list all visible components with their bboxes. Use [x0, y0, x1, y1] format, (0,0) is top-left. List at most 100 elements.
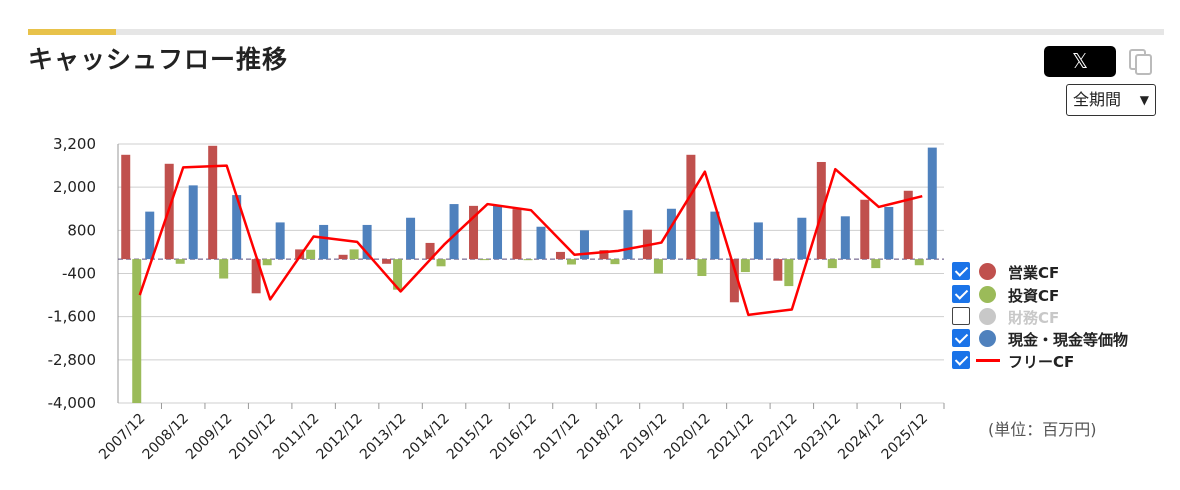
- y-tick-label: 2,000: [53, 178, 96, 196]
- x-tick-label: 2008/12: [140, 411, 192, 463]
- bar: [251, 259, 261, 294]
- y-tick-label: -2,800: [48, 351, 96, 369]
- bar: [295, 249, 305, 260]
- bar: [827, 259, 837, 269]
- bar: [275, 222, 285, 260]
- copy-icon[interactable]: [1128, 48, 1154, 76]
- bar: [425, 242, 435, 260]
- legend-checkbox[interactable]: [952, 285, 970, 303]
- y-tick-label: 800: [67, 221, 96, 239]
- legend-checkbox[interactable]: [952, 307, 970, 325]
- period-select-value: 全期間: [1073, 90, 1122, 109]
- x-tick-label: 2009/12: [183, 411, 235, 463]
- bar: [536, 226, 546, 260]
- x-tick-label: 2012/12: [313, 411, 365, 463]
- bar: [884, 206, 894, 260]
- bar: [840, 216, 850, 260]
- y-tick-label: -1,600: [48, 308, 96, 326]
- bar: [232, 195, 242, 260]
- y-tick-label: -400: [62, 265, 96, 283]
- bar: [121, 154, 131, 260]
- bar: [797, 217, 807, 260]
- free-cf-line: [138, 164, 923, 317]
- bar: [753, 222, 763, 260]
- bar: [319, 224, 329, 260]
- bar: [740, 259, 750, 273]
- bar: [666, 208, 676, 260]
- legend-dot-swatch: [979, 263, 996, 280]
- x-tick-label: 2018/12: [574, 411, 626, 463]
- title-accent-bar: [28, 29, 1164, 35]
- x-tick-label: 2010/12: [227, 411, 279, 463]
- bar: [338, 254, 348, 260]
- legend-label: フリーCF: [1008, 353, 1075, 371]
- period-select[interactable]: 全期間 ▼: [1066, 84, 1156, 116]
- bar: [349, 249, 359, 260]
- chevron-down-icon: ▼: [1139, 93, 1149, 107]
- bar: [306, 249, 316, 260]
- bar: [262, 259, 272, 266]
- bar: [219, 259, 229, 279]
- bar: [512, 209, 522, 260]
- bar: [927, 147, 937, 260]
- legend-checkbox[interactable]: [952, 351, 970, 369]
- bar: [653, 259, 663, 274]
- legend-dot-swatch: [979, 330, 996, 347]
- bar: [480, 259, 490, 261]
- legend-checkbox[interactable]: [952, 329, 970, 347]
- bar: [686, 154, 696, 260]
- bar: [208, 145, 218, 260]
- unit-note: (単位：百万円): [988, 420, 1097, 439]
- bar: [362, 224, 372, 260]
- legend-checkbox[interactable]: [952, 262, 970, 280]
- x-tick-label: 2011/12: [270, 411, 322, 463]
- bar: [555, 251, 565, 260]
- x-tick-label: 2024/12: [835, 411, 887, 463]
- legend-line-swatch: [976, 359, 1000, 362]
- bar: [406, 217, 416, 260]
- y-tick-label: 3,200: [53, 135, 96, 153]
- bar: [860, 199, 870, 260]
- bar: [697, 259, 707, 277]
- legend-label: 現金・現金等価物: [1008, 331, 1129, 349]
- bar: [623, 210, 633, 260]
- bar: [784, 259, 794, 287]
- page-title: キャッシュフロー推移: [28, 45, 289, 74]
- bar: [579, 230, 589, 260]
- x-tick-label: 2022/12: [748, 411, 800, 463]
- bar: [871, 259, 881, 269]
- legend-label: 営業CF: [1008, 264, 1060, 282]
- x-tick-label: 2016/12: [487, 411, 539, 463]
- x-tick-label: 2021/12: [705, 411, 757, 463]
- x-tick-label: 2023/12: [792, 411, 844, 463]
- bar: [493, 205, 503, 260]
- legend-label: 財務CF: [1008, 309, 1060, 327]
- bar: [566, 259, 576, 265]
- bar: [523, 259, 533, 261]
- legend-label: 投資CF: [1008, 287, 1060, 305]
- bar: [175, 259, 185, 264]
- x-tick-label: 2020/12: [661, 411, 713, 463]
- bar: [393, 259, 403, 290]
- bar: [132, 259, 142, 403]
- x-tick-label: 2025/12: [879, 411, 931, 463]
- y-tick-label: -4,000: [48, 394, 96, 412]
- bar: [469, 205, 479, 260]
- bar: [145, 211, 155, 260]
- bar: [914, 259, 924, 266]
- bar: [903, 190, 913, 260]
- title-accent-highlight: [28, 29, 116, 35]
- x-tick-label: 2013/12: [357, 411, 409, 463]
- legend-dot-swatch: [979, 286, 996, 303]
- x-tick-label: 2007/12: [96, 411, 148, 463]
- legend-dot-swatch: [979, 308, 996, 325]
- bar: [710, 211, 720, 260]
- bar: [188, 185, 198, 260]
- x-tick-label: 2019/12: [618, 411, 670, 463]
- bar: [436, 259, 446, 267]
- x-tick-label: 2014/12: [400, 411, 452, 463]
- share-x-button[interactable]: 𝕏: [1044, 46, 1116, 77]
- bar: [610, 259, 620, 265]
- bar: [382, 259, 392, 264]
